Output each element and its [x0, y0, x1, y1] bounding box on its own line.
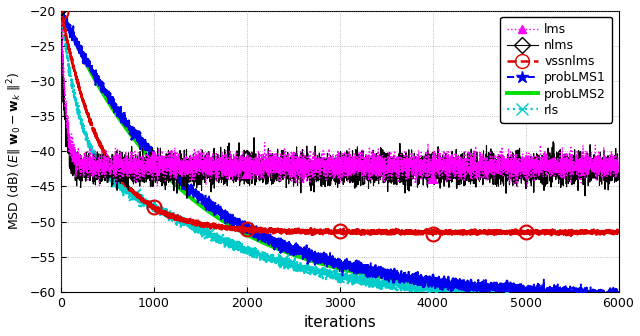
Line: probLMS2: probLMS2	[61, 11, 618, 296]
lms	[614, 159, 622, 163]
probLMS2	[189, 198, 197, 202]
rls	[614, 294, 622, 298]
Line: nlms: nlms	[56, 2, 624, 204]
probLMS1	[193, 191, 200, 195]
probLMS1	[187, 192, 195, 196]
probLMS2	[614, 294, 622, 298]
nlms	[611, 172, 618, 176]
nlms	[614, 175, 622, 179]
nlms	[183, 196, 191, 200]
probLMS2	[187, 196, 195, 200]
lms	[58, 3, 65, 7]
vssnlms	[567, 234, 575, 238]
probLMS2	[58, 9, 65, 13]
probLMS2	[193, 200, 200, 204]
probLMS1	[602, 300, 609, 304]
vssnlms	[307, 229, 315, 233]
nlms	[190, 159, 198, 163]
probLMS1	[190, 191, 198, 195]
probLMS2	[307, 259, 315, 263]
Line: probLMS1: probLMS1	[55, 0, 625, 309]
Line: rls: rls	[56, 5, 624, 310]
probLMS1	[58, 10, 65, 14]
rls	[190, 224, 198, 228]
probLMS1	[307, 251, 315, 255]
vssnlms	[193, 218, 200, 222]
lms	[307, 160, 315, 164]
vssnlms	[187, 221, 195, 225]
Line: vssnlms: vssnlms	[54, 3, 625, 243]
rls	[58, 9, 65, 13]
nlms	[58, 6, 65, 10]
vssnlms	[58, 10, 65, 14]
vssnlms	[614, 231, 622, 235]
lms	[268, 168, 275, 172]
Line: lms: lms	[57, 1, 623, 191]
lms	[189, 153, 197, 157]
lms	[611, 165, 618, 169]
rls	[611, 296, 618, 300]
rls	[595, 302, 603, 306]
lms	[187, 154, 195, 158]
rls	[58, 13, 65, 17]
rls	[187, 219, 195, 223]
vssnlms	[190, 220, 198, 224]
Legend: lms, nlms, vssnlms, probLMS1, probLMS2, rls: lms, nlms, vssnlms, probLMS1, probLMS2, …	[500, 17, 612, 123]
probLMS1	[58, 3, 65, 7]
vssnlms	[58, 8, 65, 12]
nlms	[268, 161, 275, 165]
probLMS1	[614, 295, 622, 299]
vssnlms	[611, 229, 618, 233]
rls	[307, 271, 315, 275]
probLMS1	[268, 235, 275, 239]
probLMS2	[268, 244, 275, 248]
probLMS2	[610, 294, 618, 298]
rls	[193, 229, 200, 234]
nlms	[187, 161, 195, 165]
rls	[268, 260, 275, 264]
lms	[524, 185, 531, 189]
nlms	[193, 181, 200, 185]
nlms	[307, 189, 315, 193]
vssnlms	[268, 229, 275, 233]
Y-axis label: MSD (dB) ($E\|\ \mathbf{w}_0 - \mathbf{w}_k\ \|^2$): MSD (dB) ($E\|\ \mathbf{w}_0 - \mathbf{w…	[6, 72, 24, 230]
lms	[193, 171, 200, 175]
probLMS1	[611, 298, 618, 302]
X-axis label: iterations: iterations	[303, 316, 376, 330]
